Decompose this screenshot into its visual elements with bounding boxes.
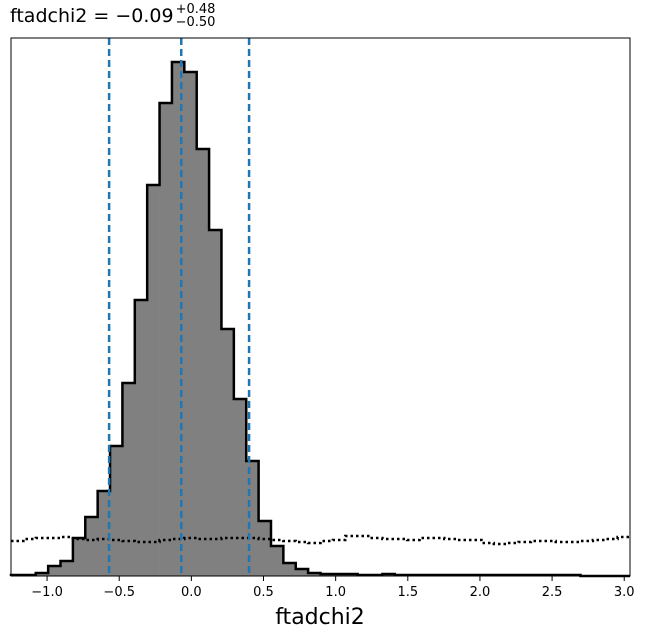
- plot-frame: [10, 37, 631, 577]
- x-tick-label: 0.0: [181, 585, 202, 600]
- bar: [258, 521, 272, 576]
- x-tick-label: −0.5: [103, 585, 135, 600]
- x-tick-label: 0.5: [253, 585, 274, 600]
- bar: [196, 149, 210, 576]
- x-tick-label: 1.0: [325, 585, 346, 600]
- bar: [97, 491, 111, 576]
- bar: [209, 230, 222, 576]
- bar: [233, 399, 247, 576]
- bar: [171, 62, 185, 576]
- bar: [283, 563, 297, 576]
- bar: [295, 569, 309, 576]
- bar: [184, 72, 197, 576]
- prior-step-line: [11, 534, 630, 546]
- x-tick-label: −1.0: [31, 585, 63, 600]
- title-upper: +0.48: [176, 2, 216, 17]
- bar: [122, 383, 136, 576]
- bar: [270, 546, 284, 576]
- bar: [134, 300, 148, 576]
- title-main: ftadchi2 = −0.09: [10, 5, 174, 27]
- bar: [60, 561, 74, 576]
- bar: [48, 566, 61, 576]
- bar: [221, 329, 235, 576]
- histogram-outline: [9, 60, 630, 578]
- x-tick-label: 1.5: [397, 585, 418, 600]
- bar: [159, 103, 173, 576]
- x-tick-label: 2.5: [542, 585, 563, 600]
- bar: [72, 538, 86, 576]
- x-axis-label: ftadchi2: [275, 605, 365, 630]
- x-tick-label: 3.0: [614, 585, 635, 600]
- bar: [147, 185, 160, 576]
- chart-title: ftadchi2 = −0.09 +0.48 −0.50: [10, 2, 215, 30]
- bar: [85, 517, 98, 576]
- bar: [110, 446, 123, 576]
- title-lower: −0.50: [176, 15, 216, 30]
- bar: [35, 573, 49, 576]
- x-tick-label: 2.0: [470, 585, 491, 600]
- bar: [308, 573, 321, 576]
